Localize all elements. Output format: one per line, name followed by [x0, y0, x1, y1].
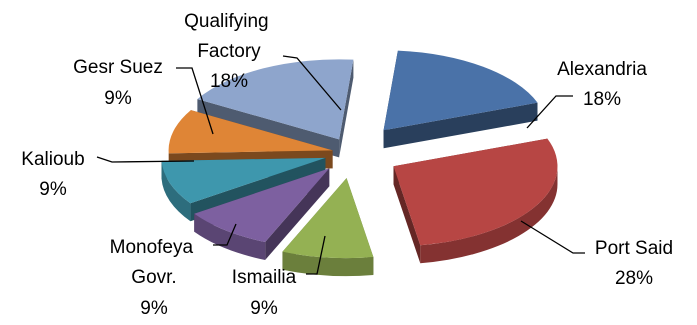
leader-qualifying [282, 55, 342, 111]
slice-alexandria-top [383, 50, 538, 131]
slice-monofeya-govr-side [194, 213, 266, 260]
label-ismailia-pct: 9% [250, 298, 278, 319]
slice-gesr-suez-top [168, 110, 333, 154]
slice-ismailia-top [282, 178, 374, 259]
label-kalioub-pct: 9% [39, 179, 67, 200]
slice-alexandria-wall [383, 102, 538, 149]
slice-monofeya-govr [194, 168, 330, 260]
slice-port-said-wall [393, 166, 421, 264]
label-monofeya-name-line2: Govr. [131, 267, 176, 288]
label-alexandria-pct: 18% [583, 89, 621, 110]
label-monofeya-name: Monofeya Govr. [110, 237, 199, 288]
slice-kalioub-top [161, 157, 326, 204]
label-qualifying-name-line2: Factory [197, 41, 261, 62]
label-ismailia-name: Ismailia [232, 267, 297, 288]
label-alexandria-name: Alexandria [557, 59, 647, 80]
leader-gesr-suez [176, 67, 214, 135]
slice-alexandria [383, 50, 538, 149]
label-kalioub-name: Kalioub [21, 149, 84, 170]
leader-kalioub [96, 156, 195, 163]
label-qualifying-pct: 18% [210, 71, 248, 92]
label-gesr-suez-pct: 9% [104, 88, 132, 109]
leader-ismailia [306, 235, 326, 275]
label-monofeya-pct: 9% [140, 298, 168, 319]
label-qualifying-name: Qualifying Factory [184, 11, 274, 62]
leader-monofeya [213, 223, 237, 246]
label-port-said-pct: 28% [615, 268, 653, 289]
slice-qualifying-factory-wall [339, 59, 354, 158]
slice-kalioub-side [161, 160, 191, 222]
slice-labels: Alexandria 18% Port Said 28% Ismailia 9%… [21, 11, 673, 319]
leader-port-said [520, 220, 585, 254]
leader-lines [96, 55, 585, 275]
pie-slices [161, 50, 558, 277]
slice-port-said-side [420, 166, 558, 264]
label-gesr-suez-name: Gesr Suez [73, 57, 163, 78]
slice-port-said [393, 138, 558, 264]
slice-ismailia-side [282, 251, 374, 277]
label-qualifying-name-line1: Qualifying [184, 11, 269, 32]
slice-port-said-top [393, 138, 558, 246]
leader-alexandria [526, 95, 573, 129]
slice-monofeya-govr-top [194, 168, 330, 242]
label-monofeya-name-line1: Monofeya [110, 237, 194, 258]
slice-ismailia [282, 178, 374, 277]
label-port-said-name: Port Said [595, 238, 673, 259]
